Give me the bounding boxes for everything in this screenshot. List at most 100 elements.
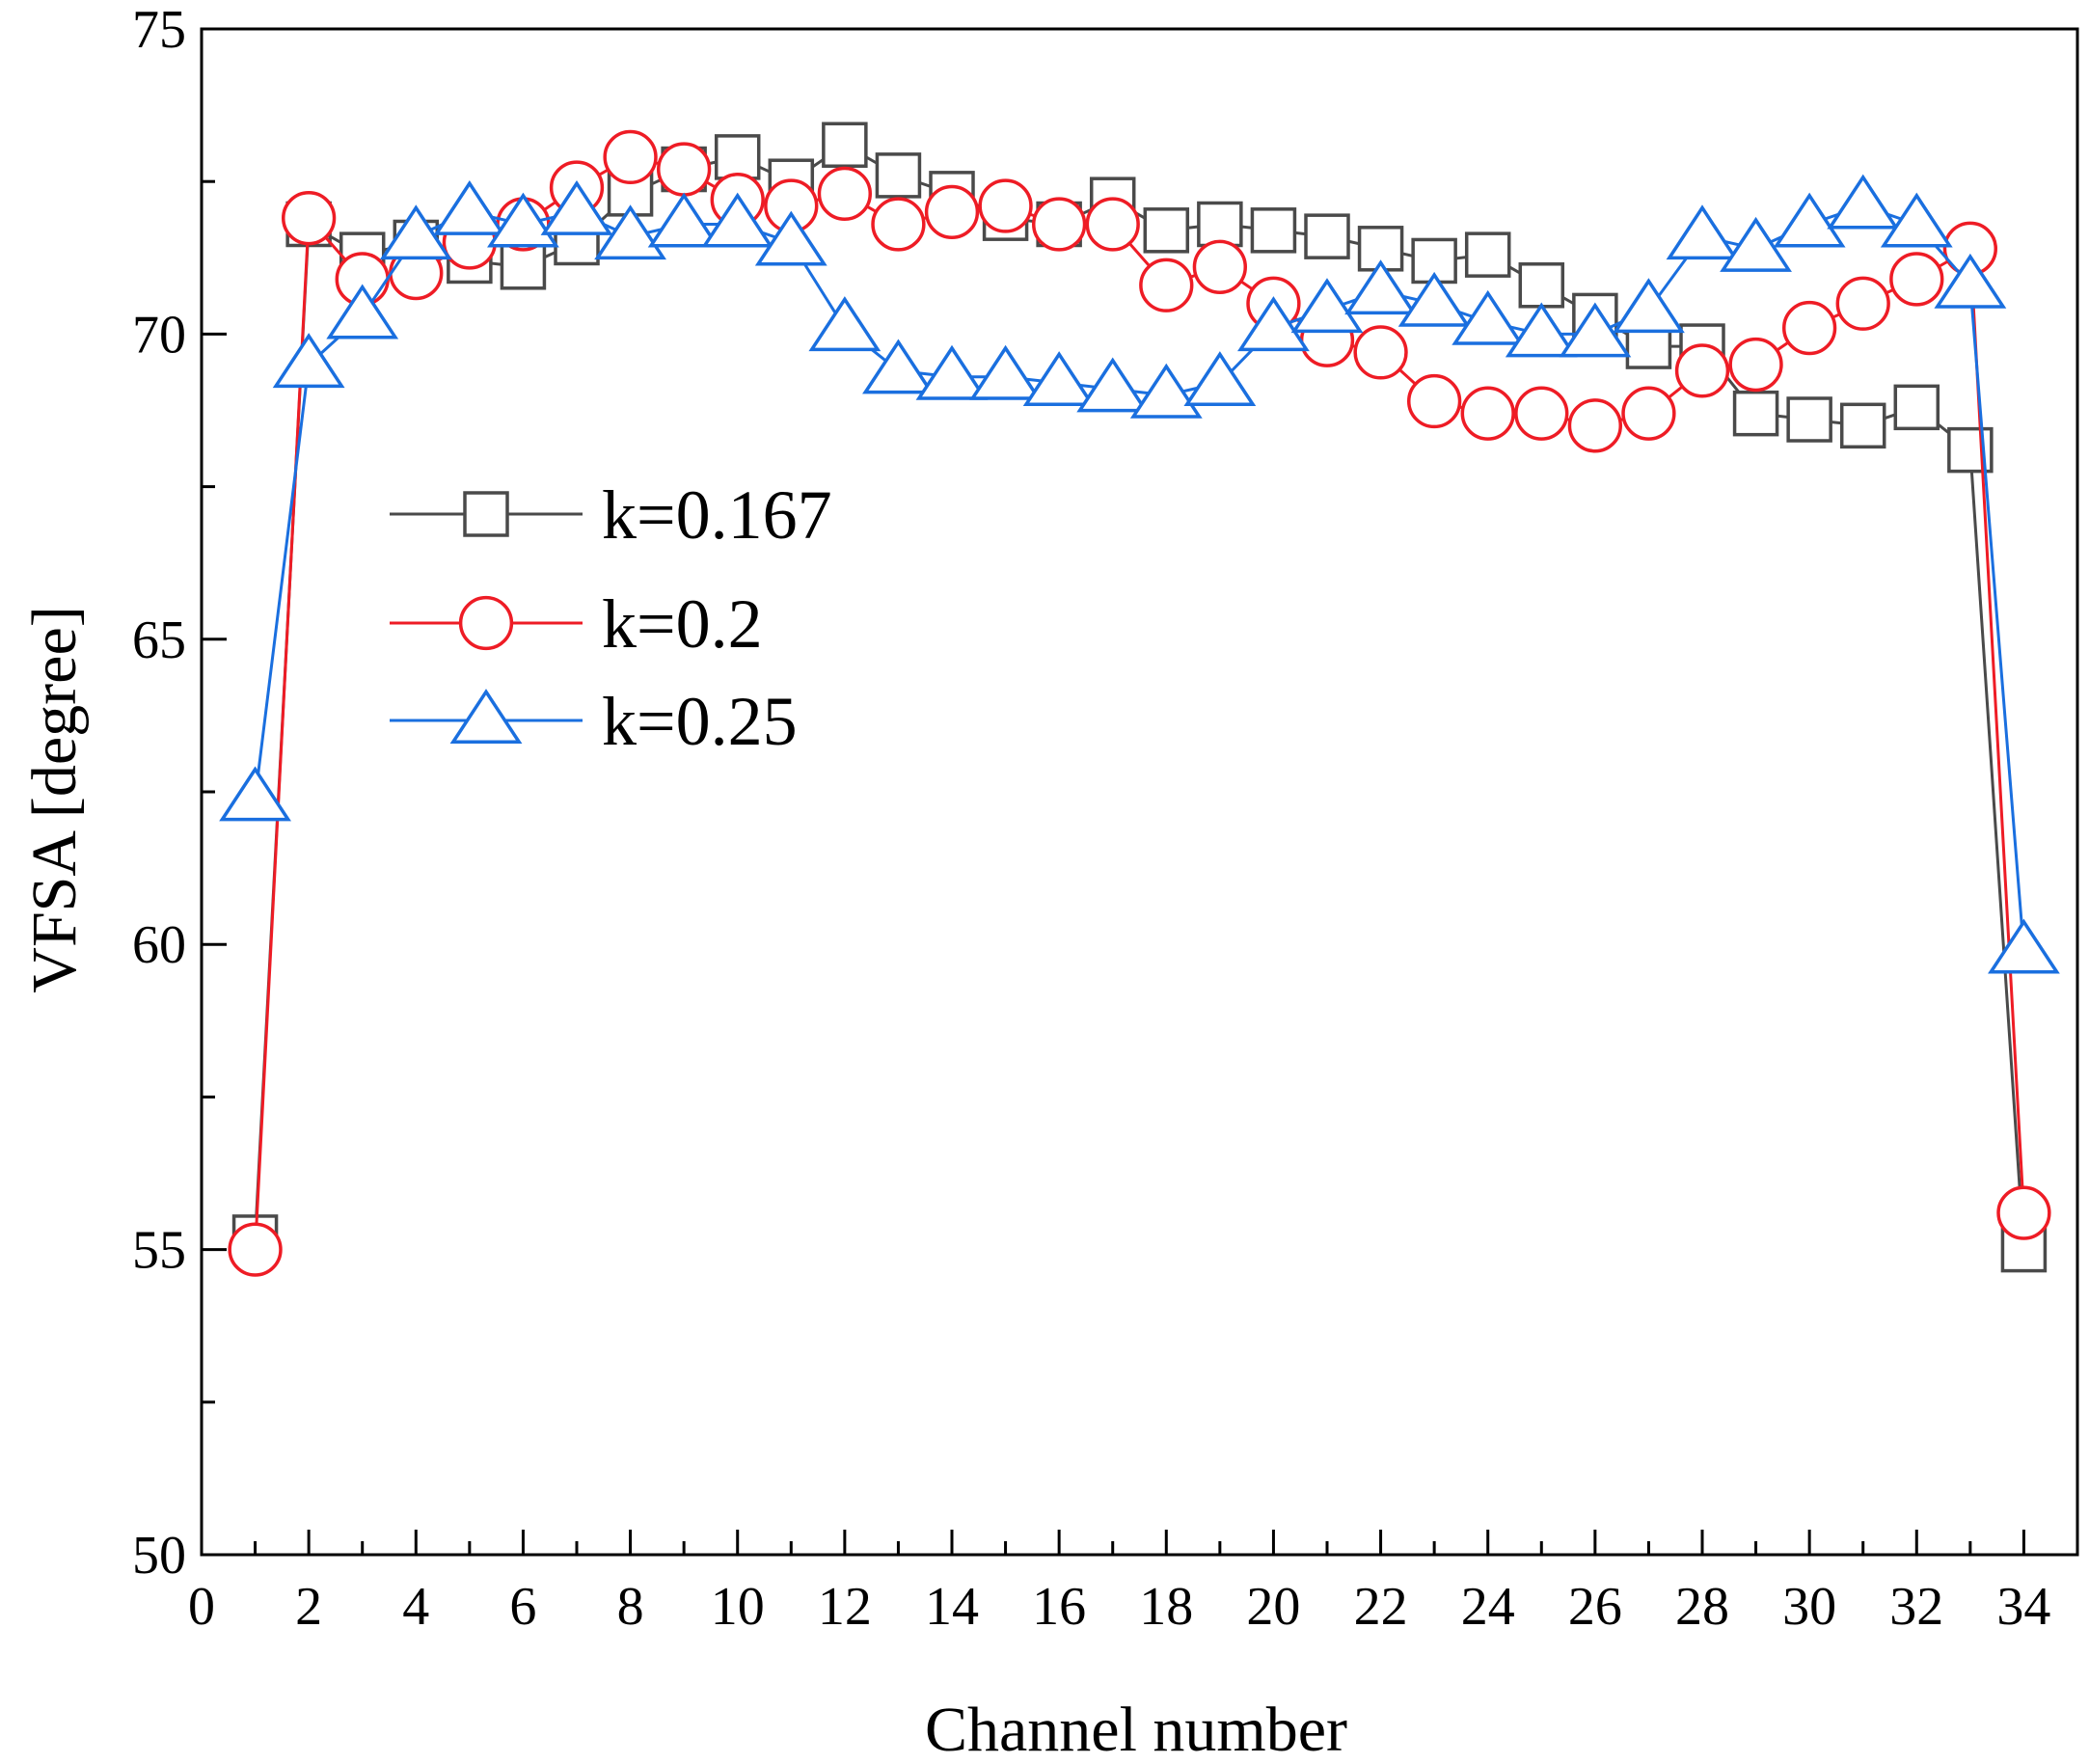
data-point [871,197,926,252]
data-point [1197,201,1243,248]
x-tick-label: 32 [1889,1577,1943,1637]
data-point [1988,918,2060,974]
data-point [656,142,712,197]
data-point [1786,396,1832,443]
data-point [822,122,868,168]
data-point [969,344,1042,400]
data-point [1732,390,1779,437]
data-point [817,166,873,222]
data-point [1143,207,1190,254]
data-point [219,766,291,822]
data-point [1250,207,1297,254]
data-point [379,204,452,260]
data-point [754,210,827,266]
data-point [458,595,514,651]
data-point [1835,276,1890,331]
y-axis-title: VFSA [degree] [19,606,90,992]
data-point [1304,213,1350,259]
x-tick-label: 10 [711,1577,765,1637]
data-point [862,339,935,394]
x-tick-label: 28 [1675,1577,1729,1637]
series-k=0.25 [219,174,2060,974]
data-point [1460,386,1515,441]
data-point [1518,262,1565,309]
series-line [254,143,2025,1250]
x-tick-label: 2 [295,1577,322,1637]
y-tick-label: 75 [132,0,186,60]
data-point [500,244,547,290]
data-point [1621,386,1676,441]
data-point [1559,302,1632,358]
x-tick-label: 22 [1354,1577,1408,1637]
data-point [326,284,399,339]
x-tick-label: 30 [1782,1577,1836,1637]
data-point [1781,300,1837,356]
data-point [1464,231,1511,278]
data-point [1022,351,1096,407]
legend-label: k=0.167 [602,476,832,554]
data-point [1889,252,1944,307]
data-point [1237,296,1310,352]
data-point [1139,258,1194,312]
y-tick-label: 70 [132,305,186,365]
x-tick-label: 6 [509,1577,536,1637]
x-tick-label: 18 [1139,1577,1193,1637]
data-point [1031,197,1087,252]
y-tick-label: 65 [132,611,186,670]
legend-entry: k=0.167 [390,476,832,554]
x-tick-label: 24 [1461,1577,1515,1637]
data-point [1344,259,1417,315]
data-point [272,333,345,389]
data-point [487,192,559,248]
data-point [1728,337,1783,393]
data-point [228,1222,283,1277]
data-point [1085,197,1140,252]
data-point [1839,402,1886,449]
data-point [1666,204,1739,260]
legend-label: k=0.2 [602,585,763,663]
x-tick-label: 0 [188,1577,215,1637]
data-point [1505,302,1578,358]
data-point [281,191,337,246]
series-k=0.2 [228,129,2051,1277]
y-tick-label: 60 [132,915,186,975]
data-point [875,152,922,199]
data-point [594,204,666,260]
data-point [924,184,980,239]
data-point [1613,278,1685,334]
legend-entry: k=0.2 [390,585,763,663]
data-point [540,179,613,235]
data-point [1996,1185,2051,1240]
x-tick-label: 16 [1032,1577,1086,1637]
x-tick-label: 8 [617,1577,644,1637]
data-point [433,179,506,235]
data-point [1514,386,1569,441]
data-point [463,491,509,537]
y-tick-label: 50 [132,1526,186,1586]
data-point [1720,216,1792,272]
data-point [1397,271,1471,327]
legend-label: k=0.25 [602,683,798,760]
data-point [808,296,882,352]
data-point [1353,325,1408,380]
data-point [1567,398,1623,453]
x-axis-title: Channel number [925,1695,1347,1764]
data-point [1076,357,1150,413]
x-tick-label: 14 [925,1577,979,1637]
data-point [603,129,658,185]
legend-entry: k=0.25 [390,683,798,760]
data-point [449,689,523,745]
data-point [647,192,720,248]
data-point [915,344,989,400]
data-point [1880,192,1953,248]
x-tick-label: 12 [818,1577,872,1637]
data-point [1192,239,1248,294]
data-point [701,192,774,248]
data-point [1406,373,1462,429]
data-point [978,178,1033,233]
series-line [254,204,2025,951]
series-k=0.167 [231,122,2048,1273]
data-point [1893,384,1940,431]
data-point [1451,289,1525,345]
